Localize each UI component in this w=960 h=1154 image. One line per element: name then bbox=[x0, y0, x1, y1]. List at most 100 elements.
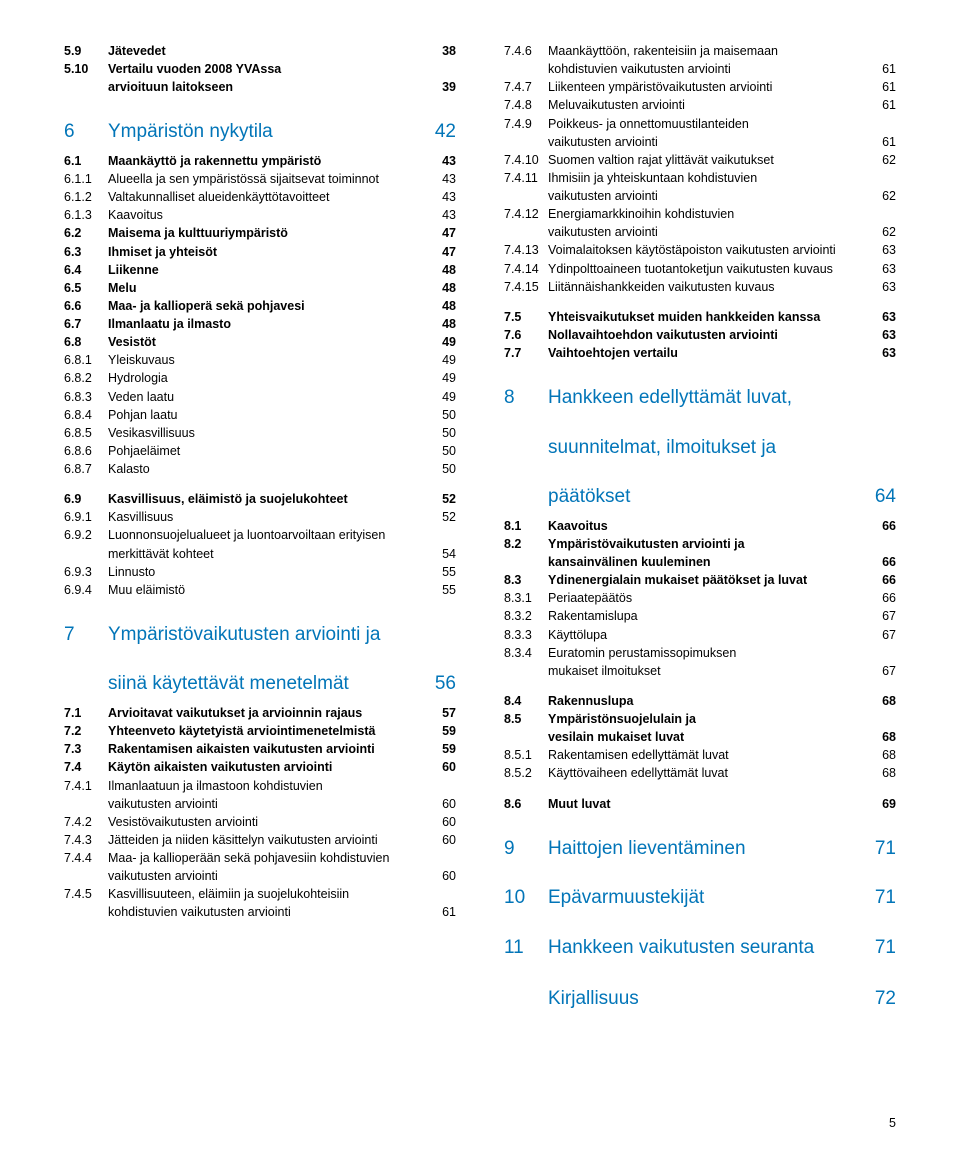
toc-label: Pohjaeläimet bbox=[108, 442, 428, 460]
toc-page: 62 bbox=[868, 151, 896, 169]
toc-page: 68 bbox=[868, 692, 896, 710]
toc-page: 49 bbox=[428, 333, 456, 351]
toc-row: vaikutusten arviointi61 bbox=[504, 133, 896, 151]
toc-row: 9Haittojen lieventäminen71 bbox=[504, 835, 896, 863]
toc-label: vaikutusten arviointi bbox=[548, 223, 868, 241]
toc-number: 6.1.2 bbox=[64, 188, 108, 206]
toc-label: Maankäyttöön, rakenteisiin ja maisemaan bbox=[548, 42, 868, 60]
toc-page: 71 bbox=[868, 934, 896, 962]
toc-page: 50 bbox=[428, 406, 456, 424]
toc-label: Luonnonsuojelualueet ja luontoarvoiltaan… bbox=[108, 526, 428, 544]
toc-row: Kirjallisuus72 bbox=[504, 985, 896, 1013]
toc-label: vaikutusten arviointi bbox=[108, 867, 428, 885]
toc-row: 7.4.1Ilmanlaatuun ja ilmastoon kohdistuv… bbox=[64, 777, 456, 795]
toc-page: 63 bbox=[868, 344, 896, 362]
toc-label: Kasvillisuuteen, eläimiin ja suojelukoht… bbox=[108, 885, 428, 903]
toc-number: 6.8 bbox=[64, 333, 108, 351]
toc-page: 50 bbox=[428, 424, 456, 442]
toc-row: 6.6Maa- ja kallioperä sekä pohjavesi48 bbox=[64, 297, 456, 315]
toc-row: 6.8.7Kalasto50 bbox=[64, 460, 456, 478]
toc-row: 8.3.1Periaatepäätös66 bbox=[504, 589, 896, 607]
toc-number: 6.8.4 bbox=[64, 406, 108, 424]
toc-label: Maa- ja kallioperään sekä pohjavesiin ko… bbox=[108, 849, 428, 867]
toc-row: 7.4.7Liikenteen ympäristövaikutusten arv… bbox=[504, 78, 896, 96]
toc-label: Arvioitavat vaikutukset ja arvioinnin ra… bbox=[108, 704, 428, 722]
toc-page: 63 bbox=[868, 326, 896, 344]
toc-label: Liikenne bbox=[108, 261, 428, 279]
toc-label: kohdistuvien vaikutusten arviointi bbox=[108, 903, 428, 921]
toc-number: 7.6 bbox=[504, 326, 548, 344]
toc-label: Kaavoitus bbox=[108, 206, 428, 224]
toc-row: 7Ympäristövaikutusten arviointi ja bbox=[64, 621, 456, 649]
toc-label: siinä käytettävät menetelmät bbox=[108, 670, 428, 698]
toc-page: 43 bbox=[428, 170, 456, 188]
toc-row: 8.5.2Käyttövaiheen edellyttämät luvat68 bbox=[504, 764, 896, 782]
toc-label: Ihmiset ja yhteisöt bbox=[108, 243, 428, 261]
toc-label: Ympäristönsuojelulain ja bbox=[548, 710, 868, 728]
toc-label: Vesistövaikutusten arviointi bbox=[108, 813, 428, 831]
toc-number: 6.7 bbox=[64, 315, 108, 333]
toc-page: 63 bbox=[868, 241, 896, 259]
toc-number: 6.9.2 bbox=[64, 526, 108, 544]
toc-label: Jätevedet bbox=[108, 42, 428, 60]
toc-row: arvioituun laitokseen39 bbox=[64, 78, 456, 96]
toc-row: merkittävät kohteet54 bbox=[64, 545, 456, 563]
toc-page: 43 bbox=[428, 206, 456, 224]
toc-row: 6.8.5Vesikasvillisuus50 bbox=[64, 424, 456, 442]
toc-row: 8Hankkeen edellyttämät luvat, bbox=[504, 384, 896, 412]
toc-row: 8.5Ympäristönsuojelulain ja bbox=[504, 710, 896, 728]
toc-page: 67 bbox=[868, 626, 896, 644]
toc-page: 66 bbox=[868, 517, 896, 535]
toc-number: 7.4.1 bbox=[64, 777, 108, 795]
toc-number: 10 bbox=[504, 884, 548, 912]
left-column: 5.9Jätevedet385.10Vertailu vuoden 2008 Y… bbox=[64, 42, 456, 1019]
toc-page: 60 bbox=[428, 795, 456, 813]
toc-page: 55 bbox=[428, 581, 456, 599]
toc-page: 63 bbox=[868, 260, 896, 278]
toc-number: 6.1.3 bbox=[64, 206, 108, 224]
toc-row: vesilain mukaiset luvat68 bbox=[504, 728, 896, 746]
toc-page: 62 bbox=[868, 223, 896, 241]
toc-page: 72 bbox=[868, 985, 896, 1013]
toc-page: 71 bbox=[868, 884, 896, 912]
toc-row: 8.1Kaavoitus66 bbox=[504, 517, 896, 535]
toc-label: Yleiskuvaus bbox=[108, 351, 428, 369]
toc-number: 6.9 bbox=[64, 490, 108, 508]
toc-label: Ydinpolttoaineen tuotantoketjun vaikutus… bbox=[548, 260, 868, 278]
toc-label: Kirjallisuus bbox=[548, 985, 868, 1013]
toc-label: Vesistöt bbox=[108, 333, 428, 351]
toc-number: 7 bbox=[64, 621, 108, 649]
toc-row: 7.6Nollavaihtoehdon vaikutusten arvioint… bbox=[504, 326, 896, 344]
toc-row: 7.4Käytön aikaisten vaikutusten arvioint… bbox=[64, 758, 456, 776]
toc-row: 8.3.3Käyttölupa67 bbox=[504, 626, 896, 644]
toc-label: Alueella ja sen ympäristössä sijaitsevat… bbox=[108, 170, 428, 188]
toc-row: 6.2Maisema ja kulttuuriympäristö47 bbox=[64, 224, 456, 242]
toc-label: Käyttölupa bbox=[548, 626, 868, 644]
toc-row: 6.9.4Muu eläimistö55 bbox=[64, 581, 456, 599]
toc-page: 71 bbox=[868, 835, 896, 863]
toc-label: Vesikasvillisuus bbox=[108, 424, 428, 442]
toc-row: vaikutusten arviointi60 bbox=[64, 795, 456, 813]
toc-row: suunnitelmat, ilmoitukset ja bbox=[504, 434, 896, 462]
toc-number: 8.5.1 bbox=[504, 746, 548, 764]
toc-label: Rakentamisen edellyttämät luvat bbox=[548, 746, 868, 764]
page: 5.9Jätevedet385.10Vertailu vuoden 2008 Y… bbox=[0, 0, 960, 1154]
toc-number: 6.8.7 bbox=[64, 460, 108, 478]
toc-page: 49 bbox=[428, 369, 456, 387]
toc-label: Jätteiden ja niiden käsittelyn vaikutust… bbox=[108, 831, 428, 849]
toc-number: 6.8.2 bbox=[64, 369, 108, 387]
toc-label: Ympäristövaikutusten arviointi ja bbox=[548, 535, 868, 553]
toc-label: Ympäristövaikutusten arviointi ja bbox=[108, 621, 428, 649]
toc-row: 6.8.6Pohjaeläimet50 bbox=[64, 442, 456, 460]
toc-row: 7.4.3Jätteiden ja niiden käsittelyn vaik… bbox=[64, 831, 456, 849]
toc-row: 6.9.3Linnusto55 bbox=[64, 563, 456, 581]
toc-label: suunnitelmat, ilmoitukset ja bbox=[548, 434, 868, 462]
toc-label: Pohjan laatu bbox=[108, 406, 428, 424]
toc-number: 7.4.8 bbox=[504, 96, 548, 114]
toc-number: 6.9.1 bbox=[64, 508, 108, 526]
toc-page: 67 bbox=[868, 607, 896, 625]
toc-page: 60 bbox=[428, 758, 456, 776]
toc-row: 10Epävarmuustekijät71 bbox=[504, 884, 896, 912]
toc-row: 7.3Rakentamisen aikaisten vaikutusten ar… bbox=[64, 740, 456, 758]
toc-page: 64 bbox=[868, 483, 896, 511]
